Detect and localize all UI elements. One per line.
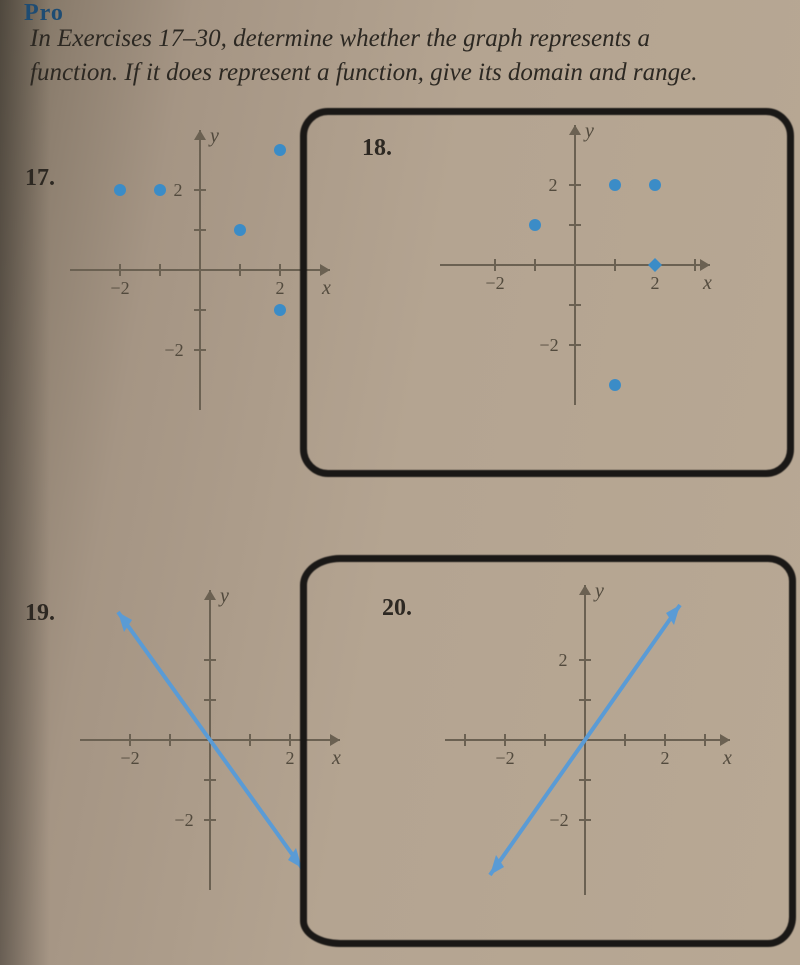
exercise-19: 19. −2 2 −2 x y xyxy=(60,580,380,910)
y-axis-label: y xyxy=(208,125,219,147)
x-axis-label: x xyxy=(722,747,732,769)
data-point xyxy=(609,179,621,191)
data-point xyxy=(649,179,661,191)
tick-y-neg2: −2 xyxy=(549,810,568,830)
exercise-19-number: 19. xyxy=(25,600,55,627)
graph-18-svg: −2 2 2 −2 x y xyxy=(430,115,720,415)
data-point xyxy=(114,184,126,196)
tick-y-2: 2 xyxy=(559,650,568,670)
y-axis-label: y xyxy=(218,585,229,607)
data-point xyxy=(274,144,286,156)
page-binding-shadow xyxy=(0,0,50,965)
exercise-17-graph: −2 2 2 −2 x y xyxy=(60,120,340,420)
instructions-line2: function. If it does represent a functio… xyxy=(30,59,698,86)
tick-y-neg2: −2 xyxy=(164,340,183,360)
exercise-19-graph: −2 2 −2 x y xyxy=(70,580,350,900)
tick-x-2: 2 xyxy=(661,748,670,768)
y-axis-label: y xyxy=(583,120,594,142)
x-axis-label: x xyxy=(321,277,331,299)
tick-x-neg2: −2 xyxy=(120,748,139,768)
tick-x-neg2: −2 xyxy=(495,748,514,768)
data-point xyxy=(609,379,621,391)
exercise-20-graph: −2 2 2 −2 x y xyxy=(440,575,740,915)
x-axis-label: x xyxy=(702,272,712,294)
graph-19-svg: −2 2 −2 x y xyxy=(70,580,350,900)
graph-17-svg: −2 2 2 −2 x y xyxy=(60,120,340,420)
exercise-17: 17. −2 2 2 −2 x y xyxy=(60,120,380,450)
data-point xyxy=(274,304,286,316)
tick-x-neg2: −2 xyxy=(485,273,504,293)
exercise-17-number: 17. xyxy=(25,165,55,192)
exercise-20: 20. −2 2 2 −2 x y xyxy=(390,575,710,915)
data-point xyxy=(234,224,246,236)
tick-y-neg2: −2 xyxy=(174,810,193,830)
exercise-20-number: 20. xyxy=(382,595,412,622)
tick-y-2: 2 xyxy=(549,175,558,195)
instructions-line1: In Exercises 17–30, determine whether th… xyxy=(30,25,650,52)
x-axis-label: x xyxy=(331,747,341,769)
data-point xyxy=(154,184,166,196)
data-point xyxy=(529,219,541,231)
data-point-diamond xyxy=(648,258,662,272)
tick-x-2: 2 xyxy=(651,273,660,293)
graph-20-svg: −2 2 2 −2 x y xyxy=(440,575,740,915)
y-axis-label: y xyxy=(593,580,604,602)
exercise-18-graph: −2 2 2 −2 x y xyxy=(430,115,720,415)
tick-x-2: 2 xyxy=(276,278,285,298)
instructions-text: In Exercises 17–30, determine whether th… xyxy=(30,22,776,90)
exercise-18-number: 18. xyxy=(362,135,392,162)
exercise-18: 18. −2 2 2 −2 x y xyxy=(390,115,710,445)
tick-y-neg2: −2 xyxy=(539,335,558,355)
tick-y-2: 2 xyxy=(174,180,183,200)
tick-x-2: 2 xyxy=(286,748,295,768)
tick-x-neg2: −2 xyxy=(110,278,129,298)
